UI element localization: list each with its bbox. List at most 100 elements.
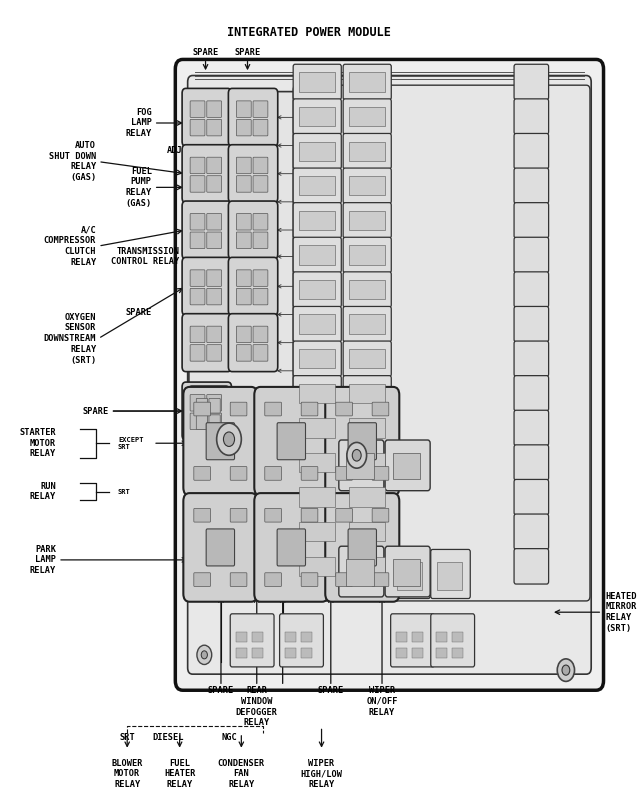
Bar <box>252 632 263 642</box>
FancyBboxPatch shape <box>514 306 548 342</box>
FancyBboxPatch shape <box>183 387 257 496</box>
Bar <box>412 647 424 658</box>
Bar <box>436 632 447 642</box>
Bar <box>349 349 385 368</box>
Text: SPARE: SPARE <box>83 406 109 416</box>
FancyBboxPatch shape <box>293 202 341 238</box>
Text: SPARE: SPARE <box>317 686 344 696</box>
FancyBboxPatch shape <box>207 232 221 248</box>
FancyBboxPatch shape <box>514 99 548 135</box>
Bar <box>437 562 461 590</box>
Text: PARK
LAMP
RELAY: PARK LAMP RELAY <box>30 545 56 575</box>
FancyBboxPatch shape <box>207 289 221 305</box>
FancyBboxPatch shape <box>293 514 341 550</box>
FancyBboxPatch shape <box>190 232 205 248</box>
Text: FUEL
HEATER
RELAY: FUEL HEATER RELAY <box>164 758 195 789</box>
Bar <box>300 349 335 368</box>
FancyBboxPatch shape <box>190 101 205 118</box>
FancyBboxPatch shape <box>182 145 232 202</box>
Circle shape <box>557 659 575 681</box>
FancyBboxPatch shape <box>301 402 318 416</box>
FancyBboxPatch shape <box>343 480 391 515</box>
Bar <box>300 418 335 438</box>
FancyBboxPatch shape <box>293 237 341 272</box>
Text: SPARE: SPARE <box>234 48 260 57</box>
Text: ADJUSTABLE
PEDAL
RELAY: ADJUSTABLE PEDAL RELAY <box>167 147 220 177</box>
Text: REAR
WINDOW
DEFOGGER
RELAY: REAR WINDOW DEFOGGER RELAY <box>236 686 278 728</box>
Bar <box>349 453 385 472</box>
FancyBboxPatch shape <box>190 289 205 305</box>
FancyBboxPatch shape <box>194 402 211 416</box>
Circle shape <box>562 665 570 675</box>
Bar <box>285 632 296 642</box>
Text: EXCEPT
SRT: EXCEPT SRT <box>118 437 143 450</box>
Bar <box>346 453 374 480</box>
Text: STARTER
MOTOR
RELAY: STARTER MOTOR RELAY <box>19 428 56 459</box>
FancyBboxPatch shape <box>236 232 252 248</box>
FancyBboxPatch shape <box>265 573 282 587</box>
FancyBboxPatch shape <box>188 386 230 440</box>
FancyBboxPatch shape <box>301 573 318 587</box>
FancyBboxPatch shape <box>514 445 548 480</box>
FancyBboxPatch shape <box>236 119 252 136</box>
FancyBboxPatch shape <box>253 270 268 286</box>
FancyBboxPatch shape <box>280 614 323 667</box>
FancyBboxPatch shape <box>390 550 430 599</box>
FancyBboxPatch shape <box>339 546 384 597</box>
FancyBboxPatch shape <box>182 382 232 440</box>
FancyBboxPatch shape <box>385 546 430 597</box>
Bar <box>300 107 335 127</box>
FancyBboxPatch shape <box>372 467 389 480</box>
Text: AUTO
SHUT DOWN
RELAY
(GAS): AUTO SHUT DOWN RELAY (GAS) <box>49 141 97 182</box>
FancyBboxPatch shape <box>182 314 232 372</box>
FancyBboxPatch shape <box>372 402 389 416</box>
FancyBboxPatch shape <box>514 168 548 203</box>
FancyBboxPatch shape <box>230 402 247 416</box>
FancyBboxPatch shape <box>390 614 435 667</box>
FancyBboxPatch shape <box>293 480 341 515</box>
FancyBboxPatch shape <box>254 493 328 602</box>
FancyBboxPatch shape <box>207 214 221 230</box>
FancyBboxPatch shape <box>190 157 205 173</box>
Text: SRT: SRT <box>118 488 131 495</box>
FancyBboxPatch shape <box>206 529 234 566</box>
Bar <box>300 557 335 576</box>
FancyBboxPatch shape <box>230 573 247 587</box>
FancyBboxPatch shape <box>343 64 391 100</box>
FancyBboxPatch shape <box>265 509 282 522</box>
Bar <box>392 453 420 480</box>
Bar <box>349 107 385 127</box>
FancyBboxPatch shape <box>293 410 341 446</box>
Circle shape <box>223 432 234 447</box>
FancyBboxPatch shape <box>196 398 207 413</box>
FancyBboxPatch shape <box>236 157 252 173</box>
FancyBboxPatch shape <box>206 422 234 459</box>
FancyBboxPatch shape <box>514 237 548 272</box>
FancyBboxPatch shape <box>385 440 430 491</box>
FancyBboxPatch shape <box>207 345 221 361</box>
Circle shape <box>347 442 367 468</box>
FancyBboxPatch shape <box>207 270 221 286</box>
FancyBboxPatch shape <box>514 410 548 446</box>
Bar <box>300 210 335 230</box>
Bar <box>396 632 407 642</box>
Bar <box>300 314 335 334</box>
Bar <box>252 647 263 658</box>
FancyBboxPatch shape <box>343 306 391 342</box>
FancyBboxPatch shape <box>175 60 604 690</box>
Bar <box>300 73 335 92</box>
FancyBboxPatch shape <box>253 101 268 118</box>
FancyBboxPatch shape <box>514 480 548 515</box>
FancyBboxPatch shape <box>343 549 391 584</box>
Bar <box>349 280 385 299</box>
FancyBboxPatch shape <box>339 440 384 491</box>
FancyBboxPatch shape <box>431 614 475 667</box>
FancyBboxPatch shape <box>190 214 205 230</box>
Text: WIPER
ON/OFF
RELAY: WIPER ON/OFF RELAY <box>366 686 398 717</box>
Text: OXYGEN
SENSOR
DOWNSTREAM
RELAY
(SRT): OXYGEN SENSOR DOWNSTREAM RELAY (SRT) <box>44 313 97 364</box>
FancyBboxPatch shape <box>207 157 221 173</box>
Bar <box>236 632 247 642</box>
FancyBboxPatch shape <box>293 306 341 342</box>
FancyBboxPatch shape <box>190 270 205 286</box>
FancyBboxPatch shape <box>348 422 376 459</box>
